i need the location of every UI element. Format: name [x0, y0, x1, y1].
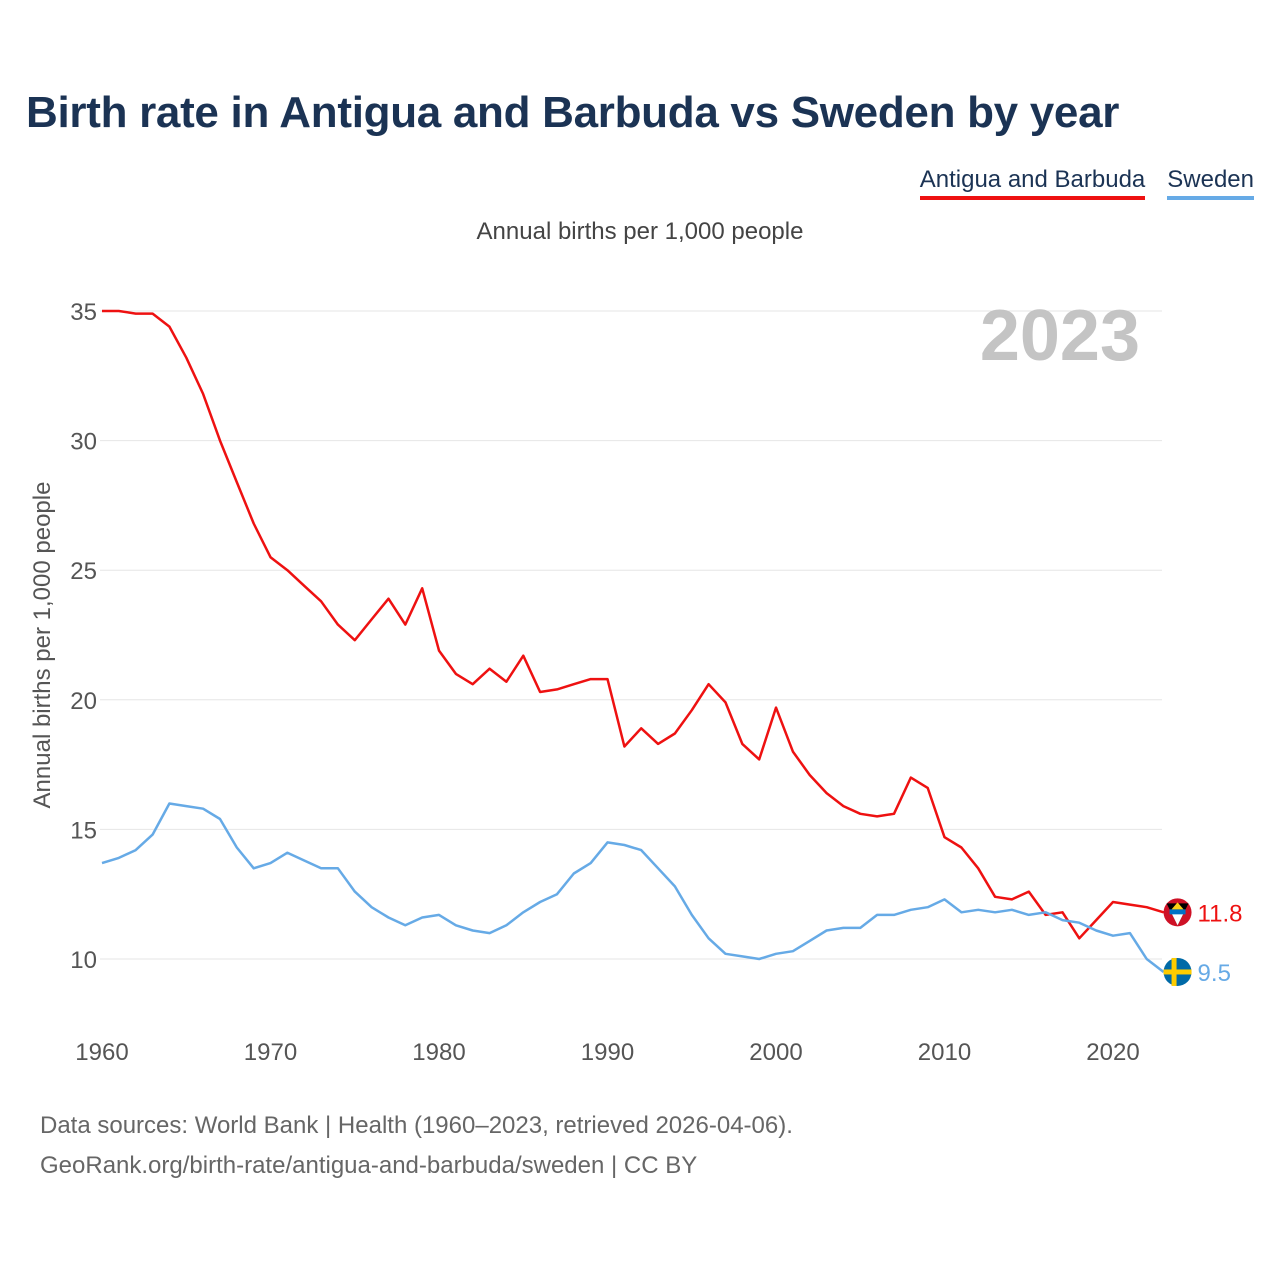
x-tick-label: 2010 — [918, 1039, 971, 1066]
chart-subtitle: Annual births per 1,000 people — [476, 218, 804, 245]
y-tick-label: 25 — [70, 558, 97, 585]
x-tick-label: 2000 — [749, 1039, 802, 1066]
y-tick-label: 30 — [70, 429, 97, 456]
y-tick-label: 15 — [70, 817, 97, 844]
y-tick-labels: 10 15 20 25 30 35 — [70, 299, 97, 974]
x-tick-label: 1960 — [75, 1039, 128, 1066]
chart-title: Birth rate in Antigua and Barbuda vs Swe… — [26, 88, 1120, 137]
x-tick-label: 1970 — [244, 1039, 297, 1066]
footer-sources: Data sources: World Bank | Health (1960–… — [40, 1112, 793, 1139]
gridlines — [100, 310, 1162, 960]
y-tick-label: 10 — [70, 947, 97, 974]
end-markers: 11.8 9.5 — [1163, 898, 1243, 987]
x-tick-label: 2020 — [1086, 1039, 1139, 1066]
x-tick-label: 1990 — [581, 1039, 634, 1066]
footer-attribution[interactable]: GeoRank.org/birth-rate/antigua-and-barbu… — [40, 1152, 698, 1179]
sweden-flag-icon — [1163, 957, 1192, 986]
legend-item-antigua-and-barbuda[interactable]: Antigua and Barbuda — [919, 166, 1146, 200]
x-tick-labels: 1960 1970 1980 1990 2000 2010 2020 — [75, 1039, 1139, 1066]
footer: Data sources: World Bank | Health (1960–… — [40, 1106, 793, 1186]
x-tick-label: 1980 — [412, 1039, 465, 1066]
series-line-antigua-and-barbuda[interactable] — [102, 309, 1164, 940]
legend-item-sweden[interactable]: Sweden — [1167, 166, 1254, 200]
legend: Antigua and Barbuda Sweden — [919, 166, 1254, 200]
end-value-label: 11.8 — [1198, 900, 1243, 927]
y-tick-label: 35 — [70, 299, 97, 326]
y-tick-label: 20 — [70, 688, 97, 715]
end-value-label: 9.5 — [1198, 960, 1231, 987]
y-axis-label: Annual births per 1,000 people — [29, 482, 56, 809]
series-line-sweden[interactable] — [101, 802, 1165, 973]
antigua-flag-icon — [1163, 898, 1192, 927]
year-watermark: 2023 — [980, 296, 1140, 376]
series-lines — [101, 309, 1165, 973]
